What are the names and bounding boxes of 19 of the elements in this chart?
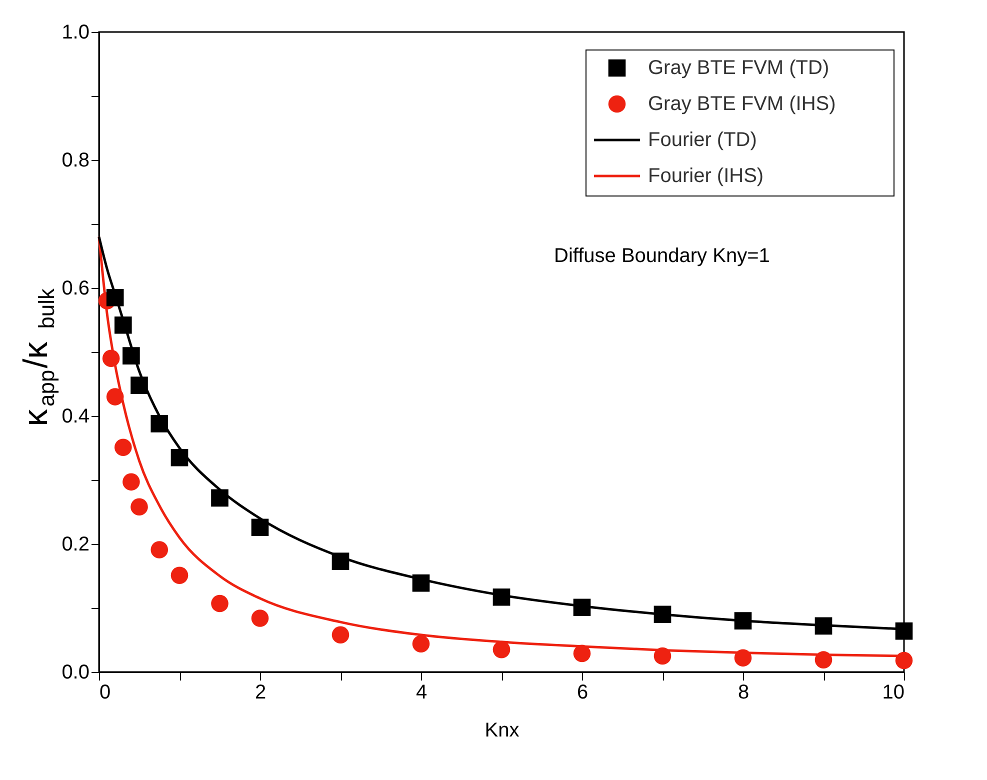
y-tick-label: 0.8: [62, 150, 90, 172]
y-tick-label: 0.4: [62, 406, 90, 428]
legend-label: Gray BTE FVM (IHS): [648, 93, 836, 115]
legend-label: Fourier (IHS): [648, 165, 764, 187]
legend-label: Fourier (TD): [648, 129, 757, 151]
y-tick-label: 0.0: [62, 662, 90, 684]
y-tick-label: 0.6: [62, 278, 90, 300]
x-tick-label: 6: [576, 682, 588, 704]
x-tick-label: 10: [882, 682, 904, 704]
annotation: Diffuse Boundary Kny=1: [554, 245, 770, 267]
y-tick-label: 1.0: [62, 22, 90, 44]
y-tick-label: 0.2: [62, 534, 90, 556]
x-tick-label: 0: [100, 682, 111, 704]
x-tick-label: 8: [738, 682, 750, 704]
x-tick-label: 2: [254, 682, 266, 704]
x-axis-title: Knx: [484, 720, 520, 742]
x-tick-label: 4: [416, 682, 428, 704]
y-axis-title: κapp/κbulk: [17, 287, 59, 426]
legend-label: Gray BTE FVM (TD): [648, 57, 830, 79]
